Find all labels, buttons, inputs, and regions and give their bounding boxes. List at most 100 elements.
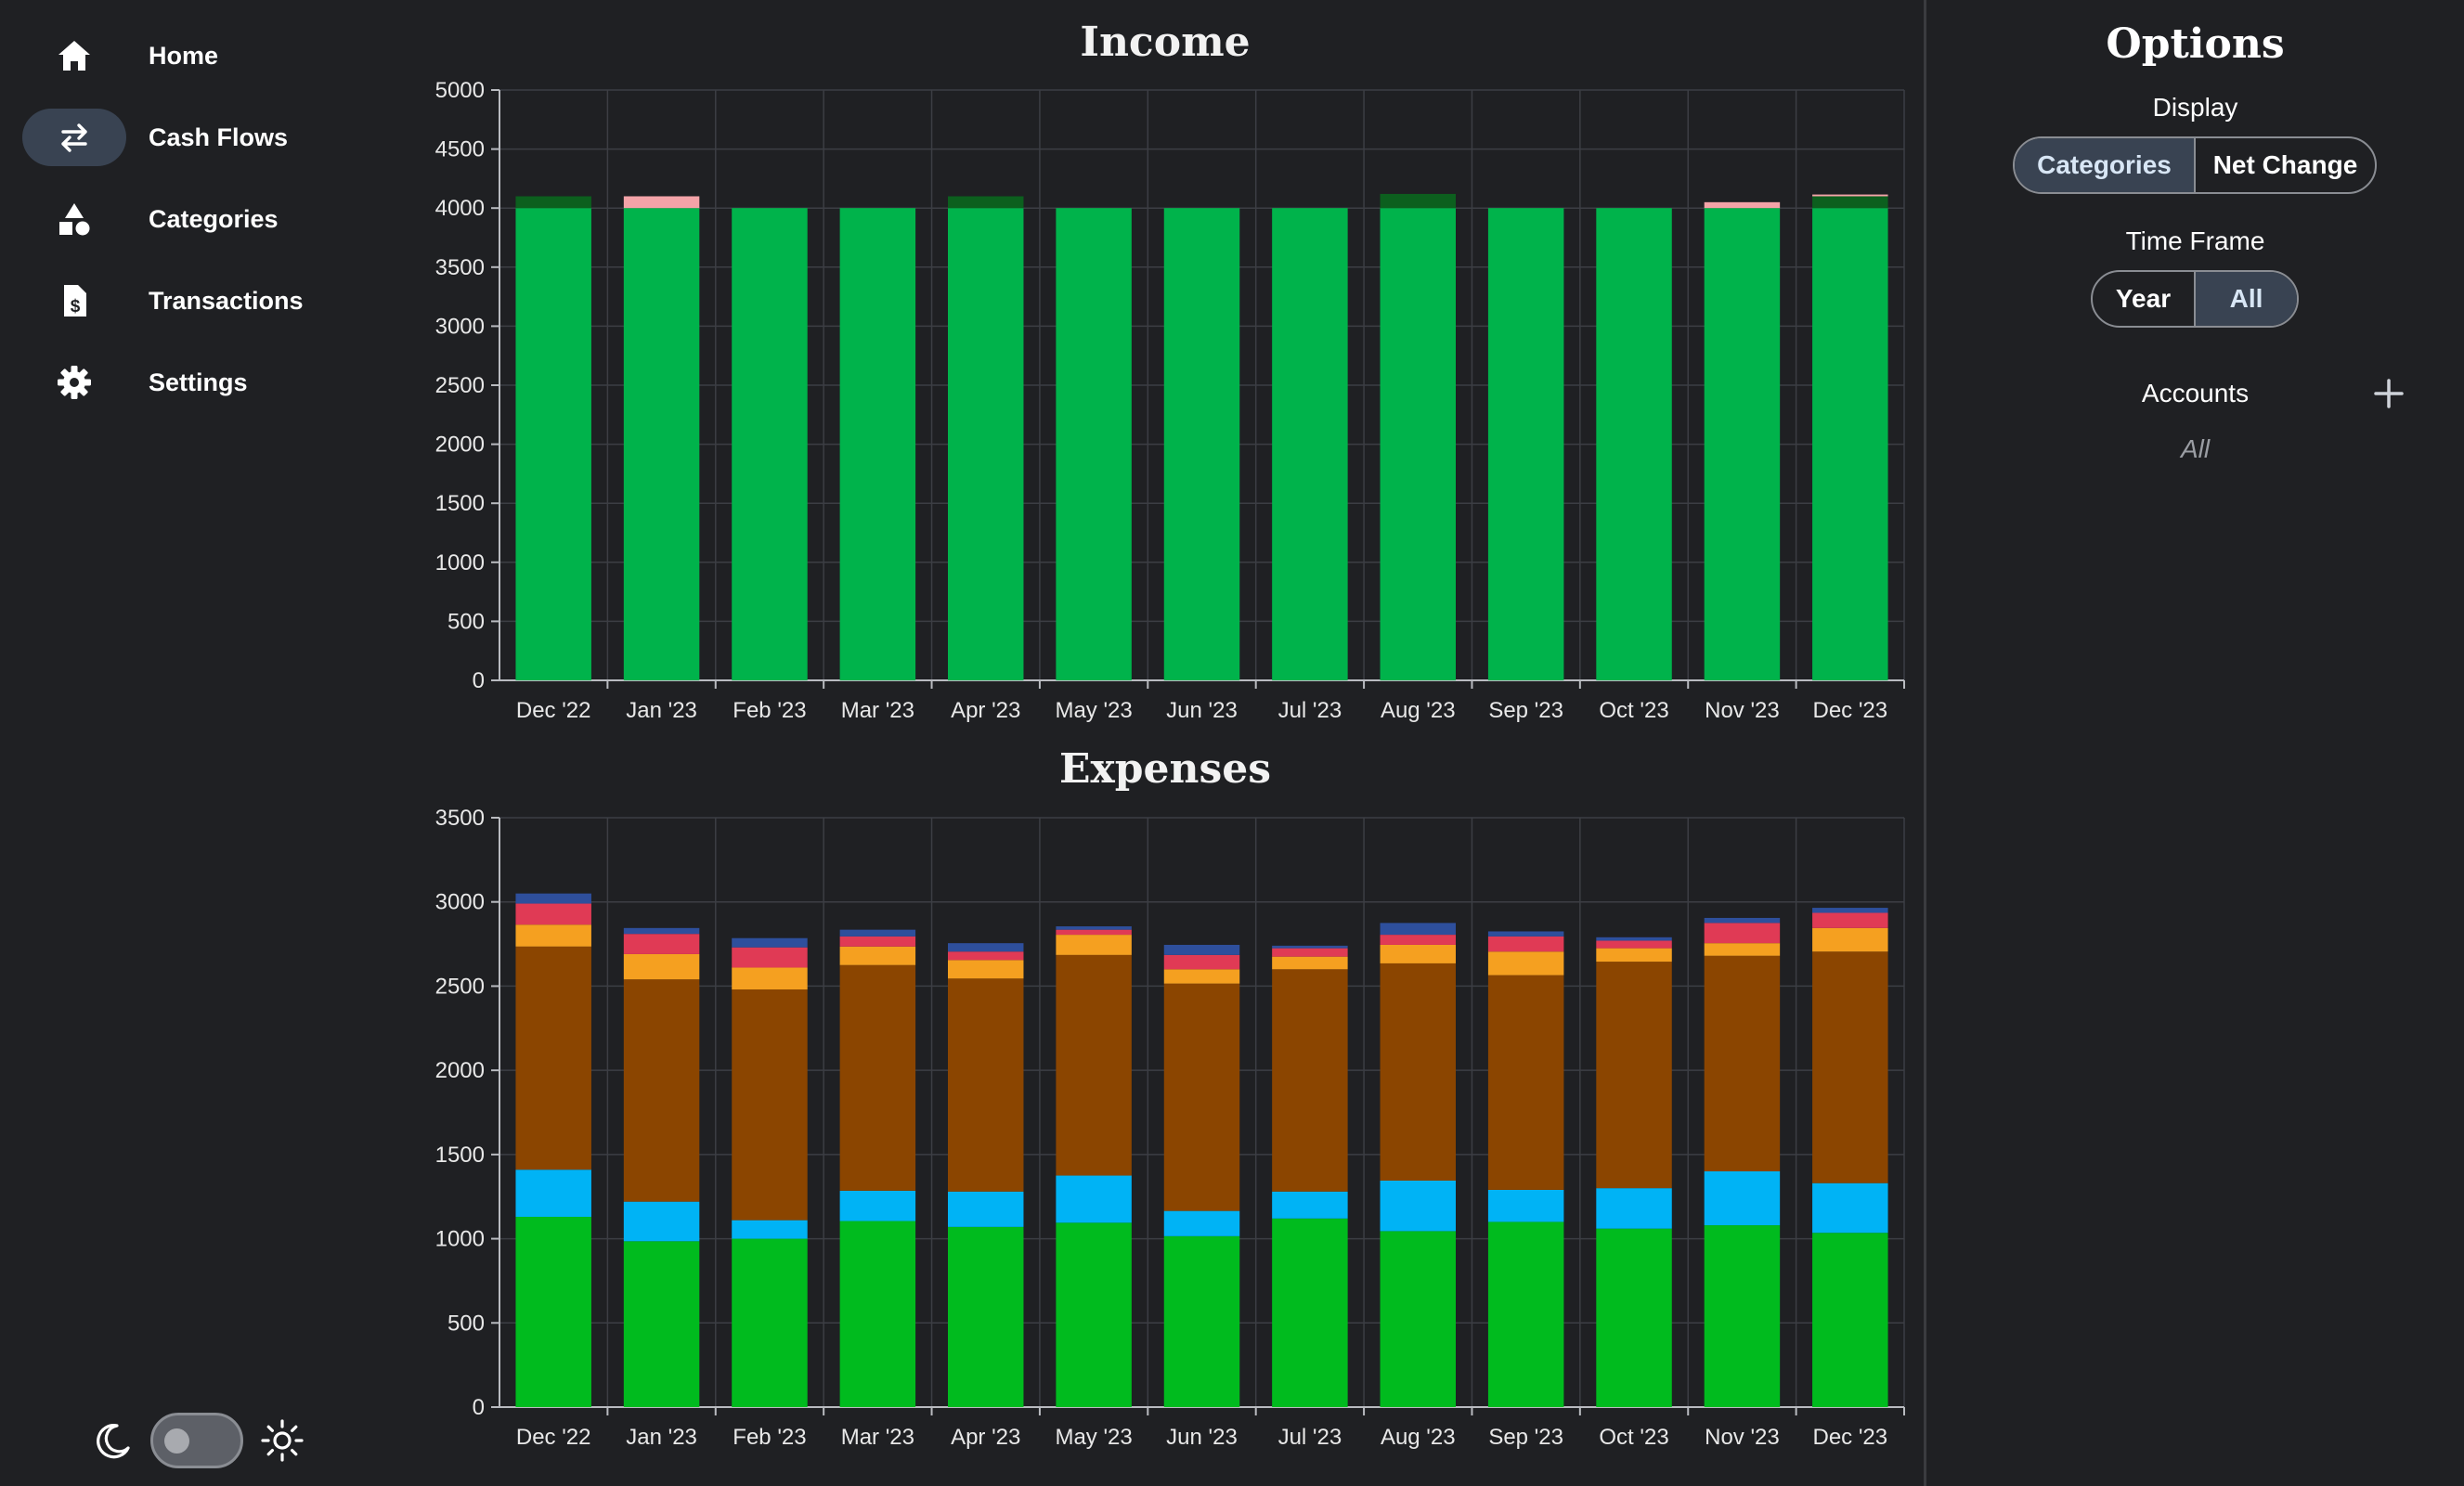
1-bar-segment <box>1380 1180 1457 1232</box>
nav-item-home[interactable]: Home <box>22 27 343 84</box>
1-bar-segment <box>623 934 700 954</box>
shapes-icon <box>22 190 126 248</box>
1-bar-segment <box>1487 1189 1564 1222</box>
display-net-change-button[interactable]: Net Change <box>2212 150 2358 179</box>
0-y-tick-label: 0 <box>473 668 485 693</box>
options-title: Options <box>2106 20 2285 68</box>
0-bar-segment <box>1812 194 1888 197</box>
1-bar-segment <box>1163 983 1240 1211</box>
income-chart-title: Income <box>1080 19 1251 66</box>
1-y-tick-label: 3500 <box>435 806 485 831</box>
1-bar-segment <box>1704 917 1781 924</box>
moon-icon <box>97 1424 130 1459</box>
1-y-tick-label: 500 <box>447 1311 485 1336</box>
plus-icon[interactable] <box>2372 377 2406 410</box>
0-bar-segment <box>515 196 591 209</box>
panel-divider <box>1924 0 1926 1486</box>
nav-item-transactions[interactable]: $ Transactions <box>22 272 343 330</box>
1-bar-segment <box>1487 931 1564 937</box>
1-bar-segment <box>1380 923 1457 936</box>
dollar-document-icon: $ <box>22 272 126 330</box>
nav-item-label: Settings <box>149 368 248 396</box>
1-x-tick-label: Apr '23 <box>951 1425 1020 1450</box>
1-bar-segment <box>839 1221 916 1407</box>
1-bar-segment <box>1056 935 1132 955</box>
0-bar-segment <box>1812 196 1888 209</box>
0-x-tick-label: Aug '23 <box>1381 698 1456 723</box>
0-bar-segment <box>1272 208 1348 680</box>
0-x-tick-label: Dec '22 <box>516 698 591 723</box>
1-bar-segment <box>1704 1225 1781 1407</box>
1-x-tick-label: Dec '22 <box>516 1425 591 1450</box>
1-bar-segment <box>1812 951 1888 1183</box>
display-toggle-group: Categories Net Change <box>2013 136 2377 194</box>
1-bar-segment <box>1056 929 1132 936</box>
1-bar-segment <box>1596 940 1672 949</box>
0-x-tick-label: Dec '23 <box>1812 698 1887 723</box>
1-bar-segment <box>1704 1171 1781 1226</box>
1-bar-segment <box>839 929 916 937</box>
0-bar-segment <box>1056 208 1132 680</box>
1-y-tick-label: 1500 <box>435 1143 485 1168</box>
1-bar-segment <box>839 936 916 947</box>
0-bar-segment <box>1380 208 1457 680</box>
1-bar-segment <box>1596 948 1672 963</box>
1-bar-segment <box>947 951 1024 961</box>
timeframe-toggle-group: Year All <box>2091 270 2299 328</box>
nav-item-settings[interactable]: Settings <box>22 354 343 411</box>
0-x-tick-label: Sep '23 <box>1488 698 1563 723</box>
1-bar-segment <box>839 946 916 965</box>
0-y-tick-label: 5000 <box>435 78 485 103</box>
0-x-tick-label: Mar '23 <box>841 698 914 723</box>
expenses-chart: 0 500 1000 1500 2000 2500 3000 3500 Dec '22 Jan '… <box>435 806 1905 1450</box>
1-y-tick-label: 3000 <box>435 890 485 915</box>
1-x-tick-label: Feb '23 <box>733 1425 806 1450</box>
display-categories-button[interactable]: Categories <box>2015 138 2194 192</box>
nav-item-label: Categories <box>149 204 279 233</box>
timeframe-label: Time Frame <box>2125 226 2265 255</box>
1-bar-segment <box>515 924 591 947</box>
0-y-tick-label: 3500 <box>435 255 485 280</box>
1-bar-segment <box>623 927 700 935</box>
1-bar-segment <box>1812 1233 1888 1407</box>
0-y-tick-label: 500 <box>447 609 485 634</box>
nav-item-cash-flows[interactable]: Cash Flows <box>22 109 343 166</box>
timeframe-year-button[interactable]: Year <box>2115 284 2172 313</box>
0-x-tick-label: Jan '23 <box>626 698 697 723</box>
1-x-tick-label: Nov '23 <box>1705 1425 1780 1450</box>
1-bar-segment <box>1163 944 1240 955</box>
0-bar-segment <box>1487 208 1564 680</box>
0-y-tick-label: 4000 <box>435 196 485 221</box>
1-bar-segment <box>1380 963 1457 1181</box>
1-bar-segment <box>1596 962 1672 1189</box>
display-label: Display <box>2152 93 2238 122</box>
1-y-tick-label: 1000 <box>435 1227 485 1252</box>
nav-item-categories[interactable]: Categories <box>22 190 343 248</box>
1-bar-segment <box>947 978 1024 1192</box>
1-bar-segment <box>1380 935 1457 945</box>
1-bar-segment <box>1056 1222 1132 1407</box>
1-bar-segment <box>515 893 591 904</box>
0-x-tick-label: Jun '23 <box>1166 698 1238 723</box>
1-bar-segment <box>947 1226 1024 1407</box>
1-x-tick-label: Jul '23 <box>1278 1425 1342 1450</box>
1-bar-segment <box>732 937 808 948</box>
1-bar-segment <box>1163 969 1240 984</box>
1-bar-segment <box>1487 951 1564 976</box>
accounts-label: Accounts <box>2141 379 2250 407</box>
0-x-tick-label: May '23 <box>1055 698 1132 723</box>
1-bar-segment <box>947 960 1024 979</box>
1-bar-segment <box>1812 908 1888 913</box>
0-bar-segment <box>1163 208 1240 680</box>
1-y-tick-label: 2000 <box>435 1058 485 1083</box>
1-bar-segment <box>1704 943 1781 956</box>
1-bar-segment <box>1056 1175 1132 1223</box>
1-x-tick-label: Sep '23 <box>1488 1425 1563 1450</box>
timeframe-all-button[interactable]: All <box>2196 272 2297 326</box>
theme-toggle[interactable] <box>150 1413 243 1468</box>
0-y-tick-label: 4500 <box>435 137 485 162</box>
1-x-tick-label: Mar '23 <box>841 1425 914 1450</box>
1-bar-segment <box>1272 1191 1348 1219</box>
1-bar-segment <box>1596 1228 1672 1407</box>
nav-item-label: Cash Flows <box>149 123 289 151</box>
